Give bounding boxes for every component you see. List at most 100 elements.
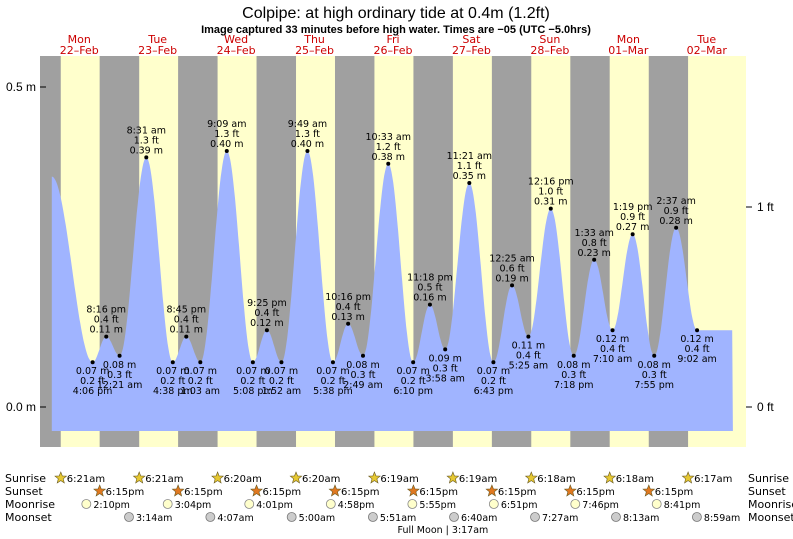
high-tide-label: 0.9 ft xyxy=(664,206,689,217)
moonset-time: 5:00am xyxy=(299,513,335,524)
high-tide-label: 2:37 am xyxy=(656,196,695,207)
day-date: 24–Feb xyxy=(217,44,256,57)
moonrise-time: 2:10pm xyxy=(93,500,130,511)
row-label-left: Sunset xyxy=(5,485,43,498)
sunrise-time: 6:18am xyxy=(616,474,654,485)
low-tide-label: 0.07 m xyxy=(184,366,217,377)
tide-point xyxy=(90,360,95,365)
high-tide-label: 9:09 am xyxy=(207,119,246,130)
tide-point xyxy=(652,353,657,358)
high-tide-label: 1:19 pm xyxy=(613,202,653,213)
high-tide-label: 0.16 m xyxy=(413,293,446,304)
moonrise-time: 5:55pm xyxy=(419,500,456,511)
day-date: 27–Feb xyxy=(452,44,491,57)
moonrise-time: 8:41pm xyxy=(664,500,701,511)
tide-point xyxy=(144,155,149,160)
tide-point xyxy=(346,321,351,326)
tide-point xyxy=(467,181,472,185)
low-tide-label: 7:55 pm xyxy=(634,380,674,391)
moonset-time: 7:27am xyxy=(542,513,578,524)
tide-point xyxy=(443,347,448,352)
low-tide-label: 0.09 m xyxy=(428,353,461,364)
sunset-icon xyxy=(328,484,342,497)
sunset-icon xyxy=(485,484,499,497)
high-tide-label: 11:21 am xyxy=(447,151,492,162)
sunrise-icon xyxy=(289,471,303,484)
tide-point xyxy=(695,328,700,333)
low-tide-label: 0.4 ft xyxy=(516,351,541,362)
low-tide-label: 0.4 ft xyxy=(600,344,625,355)
sunset-time: 6:15pm xyxy=(655,487,694,498)
low-tide-label: 0.2 ft xyxy=(401,376,426,387)
day-date: 01–Mar xyxy=(608,44,649,57)
tide-point xyxy=(360,353,365,358)
low-tide-label: 0.2 ft xyxy=(320,376,345,387)
low-tide-label: 1:52 am xyxy=(262,386,301,397)
moonrise-time: 6:51pm xyxy=(501,500,538,511)
high-tide-label: 0.28 m xyxy=(659,216,692,227)
tide-point xyxy=(305,149,310,153)
tide-point xyxy=(198,360,203,365)
low-tide-label: 0.2 ft xyxy=(80,376,105,387)
low-tide-label: 0.3 ft xyxy=(642,370,667,381)
sunset-time: 6:15pm xyxy=(263,487,302,498)
low-tide-label: 0.07 m xyxy=(156,366,189,377)
sunrise-time: 6:17am xyxy=(694,474,732,485)
moonrise-icon xyxy=(488,499,499,509)
low-tide-label: 0.2 ft xyxy=(160,376,185,387)
high-tide-label: 9:49 am xyxy=(288,119,327,130)
low-tide-label: 0.3 ft xyxy=(561,370,586,381)
tide-point xyxy=(264,328,269,333)
sunrise-icon xyxy=(524,471,538,484)
high-tide-label: 1.2 ft xyxy=(376,142,401,153)
low-tide-label: 0.3 ft xyxy=(107,370,132,381)
high-tide-label: 0.4 ft xyxy=(94,315,119,326)
high-tide-label: 12:25 am xyxy=(489,253,534,264)
high-tide-label: 0.40 m xyxy=(210,139,243,150)
low-tide-label: 0.4 ft xyxy=(685,344,710,355)
tide-point xyxy=(386,161,391,166)
moonset-icon xyxy=(124,512,134,522)
sunset-time: 6:15pm xyxy=(184,487,223,498)
moonset-time: 3:14am xyxy=(136,513,172,524)
sunset-icon xyxy=(406,484,420,497)
sunrise-icon xyxy=(211,471,225,484)
sunrise-time: 6:19am xyxy=(459,474,497,485)
sunrise-time: 6:21am xyxy=(145,474,183,485)
low-tide-label: 0.11 m xyxy=(512,341,545,352)
moonrise-icon xyxy=(162,499,173,509)
high-tide-label: 0.4 ft xyxy=(336,302,361,313)
low-tide-label: 0.3 ft xyxy=(433,363,458,374)
sunset-icon xyxy=(93,484,107,497)
sunrise-time: 6:19am xyxy=(380,474,418,485)
moonrise-icon xyxy=(651,499,662,509)
low-tide-label: 7:18 pm xyxy=(554,380,594,391)
low-tide-label: 0.2 ft xyxy=(269,376,294,387)
tide-point xyxy=(104,334,109,339)
day-labels: Mon22–FebTue23–FebWed24–FebThu25–FebFri2… xyxy=(60,33,728,57)
low-tide-label: 3:58 am xyxy=(425,373,464,384)
moonset-time: 8:59am xyxy=(704,513,740,524)
high-tide-label: 0.11 m xyxy=(170,325,203,336)
low-tide-label: 0.3 ft xyxy=(350,370,375,381)
day-date: 23–Feb xyxy=(138,44,177,57)
day-name: Wed xyxy=(224,33,248,46)
tide-point xyxy=(491,360,496,365)
day-name: Sun xyxy=(539,33,560,46)
day-name: Tue xyxy=(147,33,167,46)
tide-event-labels: 0.07 m0.2 ft4:06 pm8:16 pm0.4 ft0.11 m0.… xyxy=(73,119,717,397)
tide-point xyxy=(592,257,597,262)
sunset-icon xyxy=(642,484,656,497)
moonset-time: 5:51am xyxy=(380,513,416,524)
moonset-icon xyxy=(611,512,621,522)
sunset-time: 6:15pm xyxy=(419,487,458,498)
row-label-right: Sunrise xyxy=(748,472,789,485)
tide-point xyxy=(279,360,284,365)
tide-point xyxy=(330,360,335,365)
sunrise-time: 6:21am xyxy=(67,474,105,485)
low-tide-label: 0.07 m xyxy=(76,366,109,377)
low-tide-label: 0.08 m xyxy=(638,360,671,371)
moonset-icon xyxy=(286,512,297,522)
high-tide-label: 0.4 ft xyxy=(174,315,199,326)
